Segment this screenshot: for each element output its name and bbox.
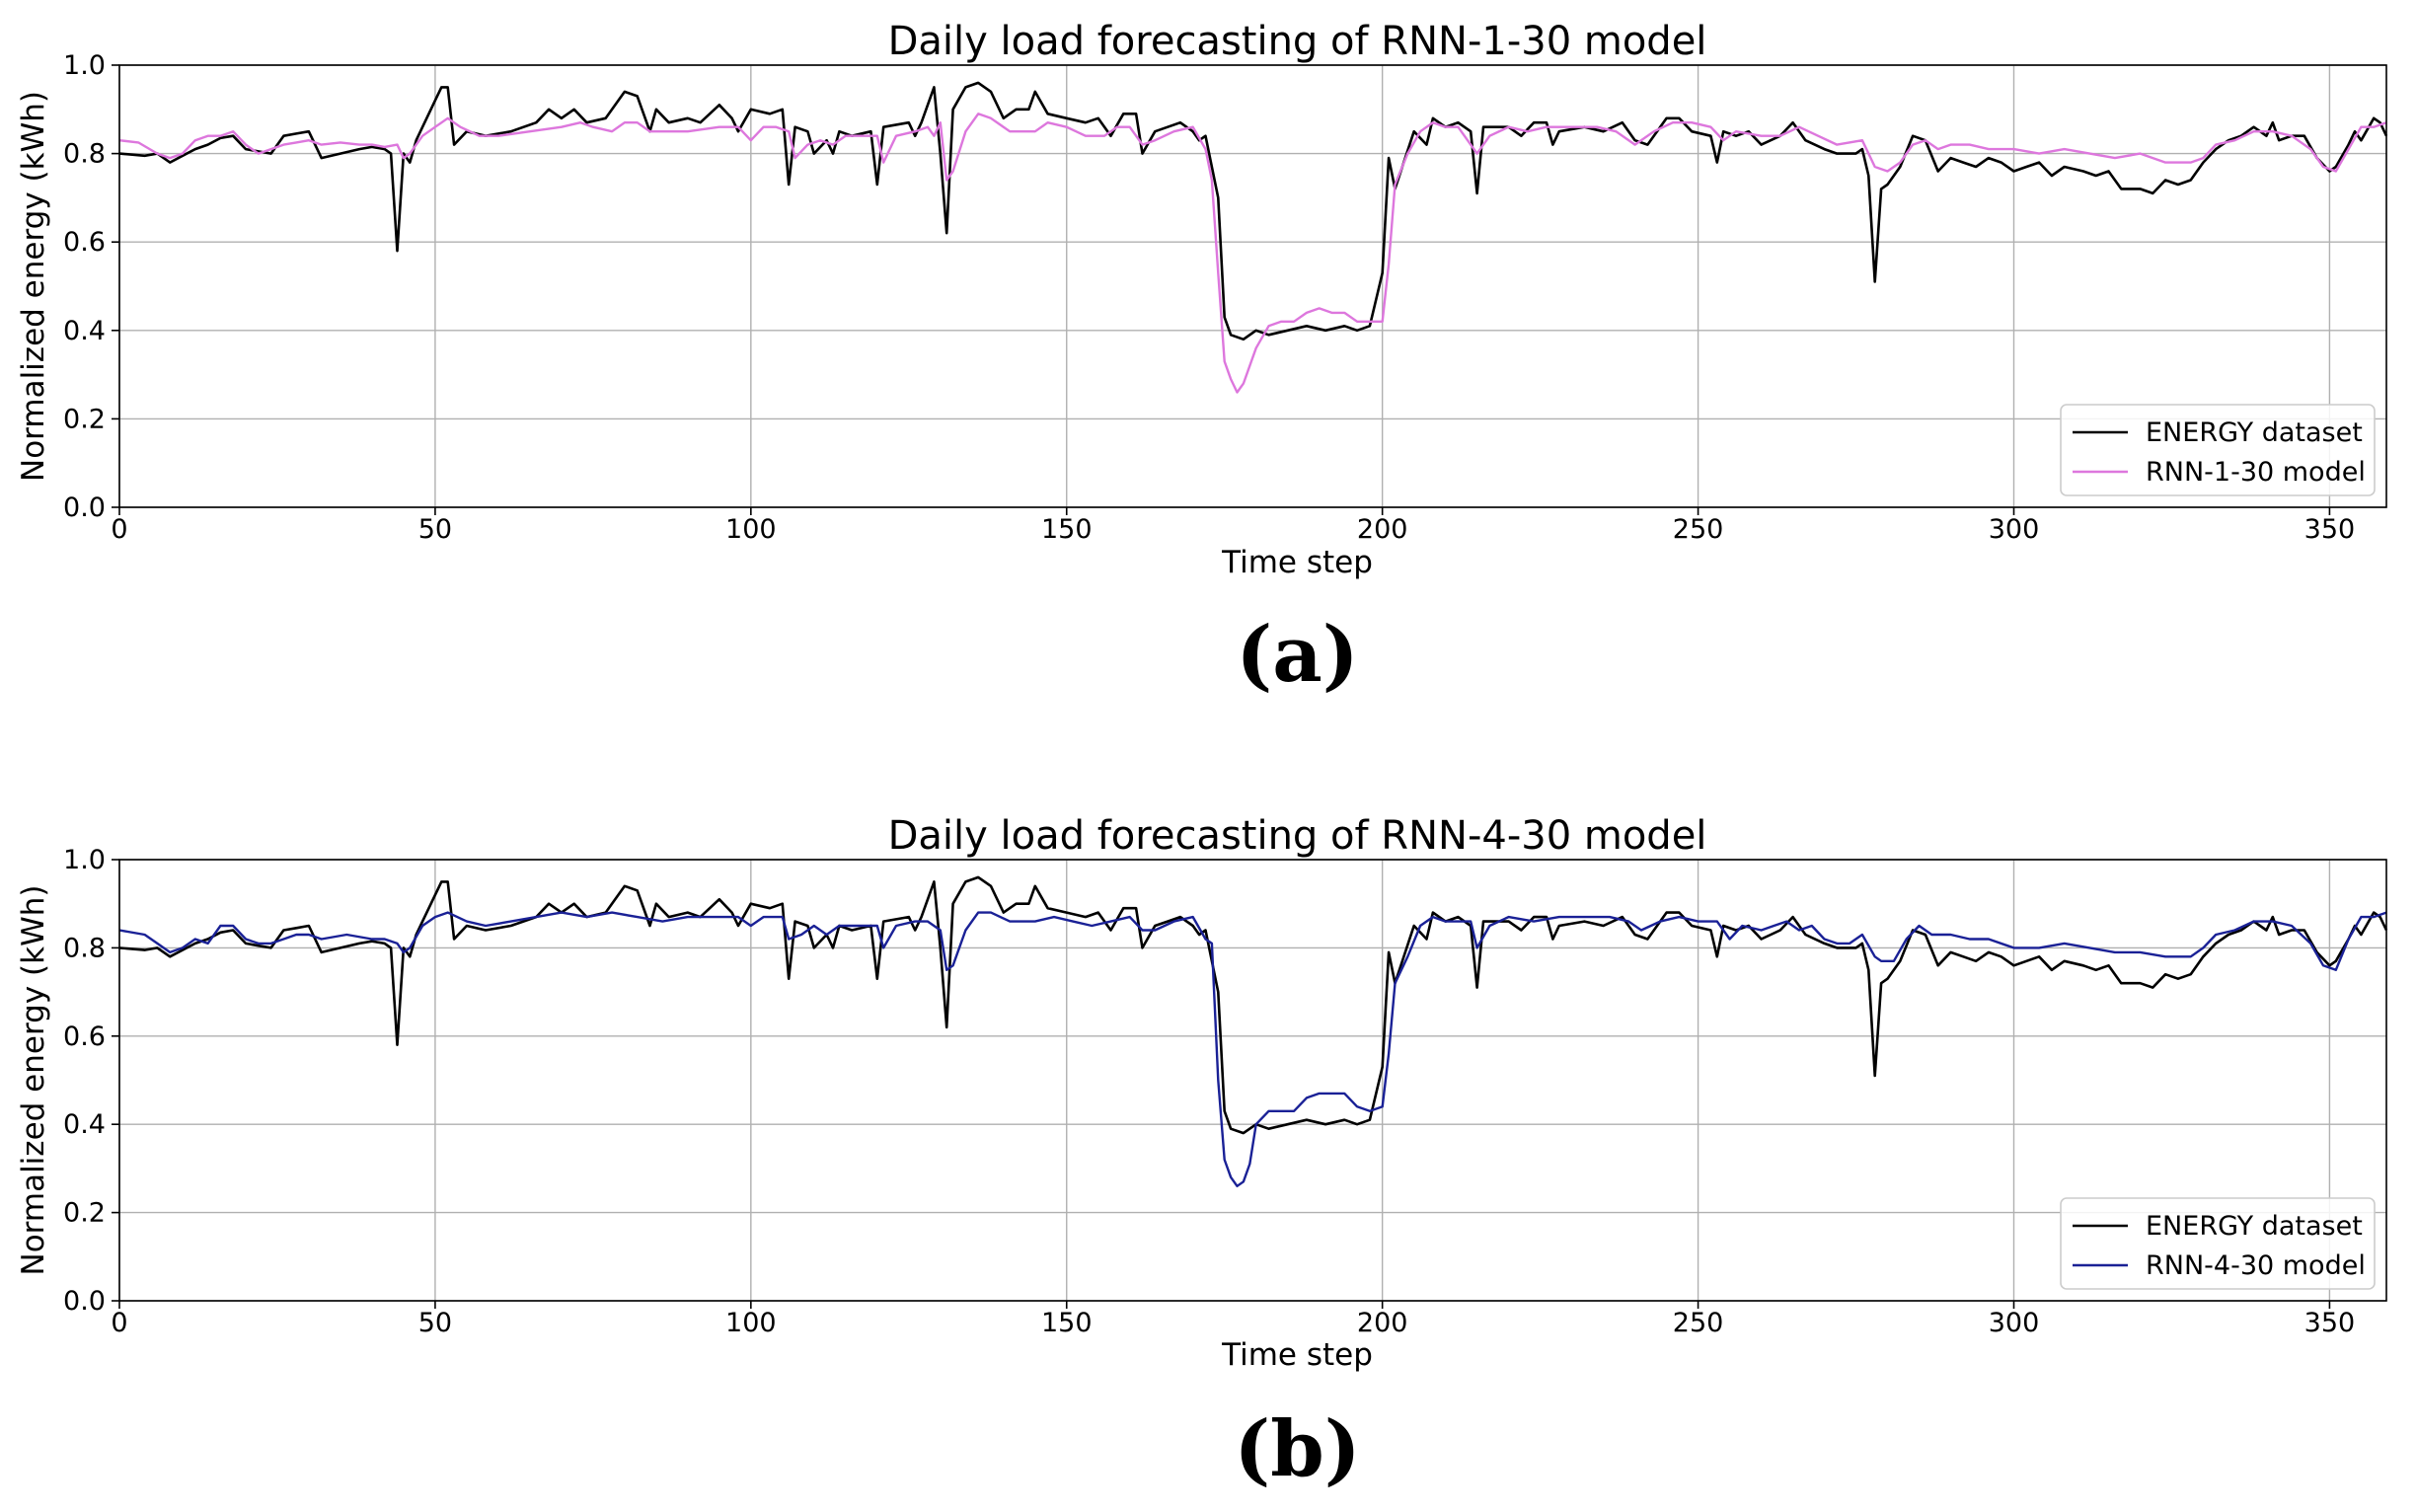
series-line-rnn-1-30-model xyxy=(118,113,2387,394)
x-tick-label: 0 xyxy=(111,1308,127,1338)
y-tick-label: 1.0 xyxy=(63,845,106,875)
x-tick-label: 200 xyxy=(1357,1308,1408,1338)
x-axis-label: Time step xyxy=(1221,1337,1373,1373)
x-tick-label: 250 xyxy=(1673,1308,1724,1338)
x-tick-label: 50 xyxy=(418,514,452,545)
series-line-rnn-4-30-model xyxy=(118,911,2387,1187)
series-line-energy-dataset xyxy=(118,81,2388,341)
legend-label: RNN-4-30 model xyxy=(2146,1250,2366,1281)
x-tick-label: 50 xyxy=(418,1308,452,1338)
y-tick-label: 0.2 xyxy=(63,1198,106,1229)
legend-label: RNN-1-30 model xyxy=(2146,457,2366,488)
y-tick-label: 0.4 xyxy=(63,1109,106,1140)
legend-label: ENERGY dataset xyxy=(2146,417,2363,448)
y-axis-label: Normalized energy (kWh) xyxy=(16,91,51,482)
x-tick-label: 200 xyxy=(1357,514,1408,545)
y-axis-label: Normalized energy (kWh) xyxy=(16,885,51,1276)
y-tick-label: 0.6 xyxy=(63,227,106,258)
x-axis-label: Time step xyxy=(1221,545,1373,580)
x-tick-label: 100 xyxy=(725,514,777,545)
legend-label: ENERGY dataset xyxy=(2146,1211,2363,1242)
chart-title: Daily load forecasting of RNN-4-30 model xyxy=(888,813,1707,859)
y-tick-label: 0.0 xyxy=(63,492,106,523)
x-tick-label: 150 xyxy=(1041,514,1093,545)
y-tick-label: 1.0 xyxy=(63,50,106,81)
x-tick-label: 350 xyxy=(2304,514,2356,545)
chart-panel-b: 0 50 100 150 200 250 300 350 0.0 0.2 0.4 0.6 0.8 1.0 D… xyxy=(16,813,2388,1494)
y-tick-label: 0.8 xyxy=(63,933,106,963)
y-tick-label: 0.8 xyxy=(63,139,106,170)
legend-box xyxy=(2060,1197,2376,1290)
series-line-energy-dataset xyxy=(118,875,2388,1135)
x-tick-label: 300 xyxy=(1989,514,2040,545)
x-tick-label: 0 xyxy=(111,514,127,545)
x-tick-label: 350 xyxy=(2304,1308,2356,1338)
legend: ENERGY dataset RNN-4-30 model xyxy=(2060,1197,2376,1290)
legend-box xyxy=(2060,404,2376,496)
y-tick-label: 0.0 xyxy=(63,1286,106,1317)
x-tick-label: 250 xyxy=(1673,514,1724,545)
y-tick-label: 0.2 xyxy=(63,404,106,434)
x-tick-label: 100 xyxy=(725,1308,777,1338)
y-tick-label: 0.6 xyxy=(63,1021,106,1052)
legend: ENERGY dataset RNN-1-30 model xyxy=(2060,404,2376,496)
plot-frame xyxy=(118,64,2387,508)
chart-panel-a: 0 50 100 150 200 250 300 350 0.0 0.2 0.4 0.6 0.8 1.0 D… xyxy=(16,19,2388,700)
y-tick-label: 0.4 xyxy=(63,316,106,346)
x-tick-label: 300 xyxy=(1989,1308,2040,1338)
plot-frame xyxy=(118,859,2387,1302)
panel-caption: (b) xyxy=(1234,1404,1360,1494)
panel-caption: (a) xyxy=(1236,610,1358,700)
x-tick-label: 150 xyxy=(1041,1308,1093,1338)
chart-title: Daily load forecasting of RNN-1-30 model xyxy=(888,19,1707,64)
